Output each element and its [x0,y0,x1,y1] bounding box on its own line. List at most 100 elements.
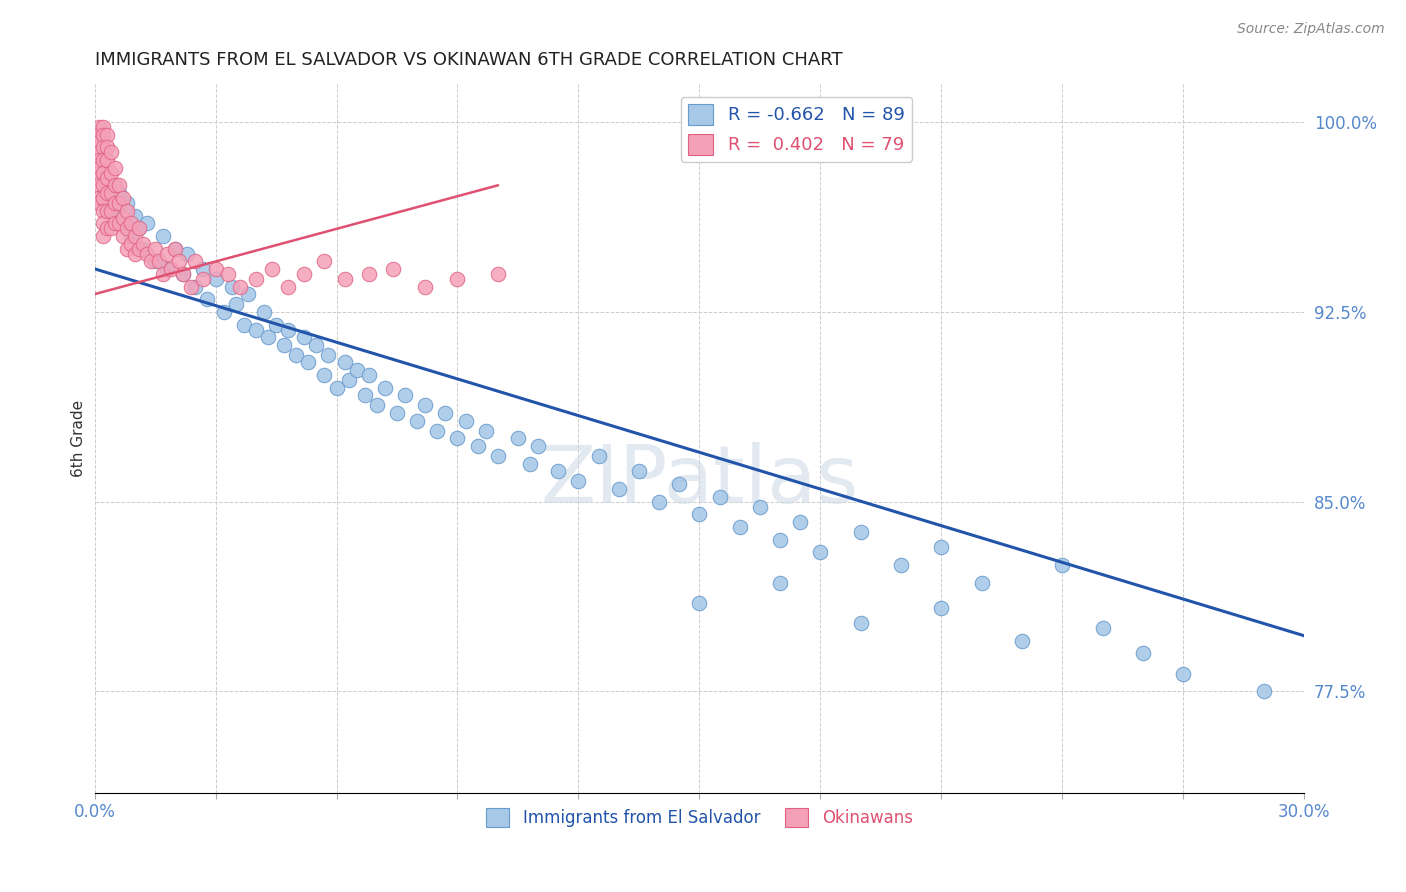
Point [285,348,308,362]
Point [204,261,226,276]
Point [357,368,380,383]
Point [394,388,416,402]
Point [107,196,129,211]
Point [931,540,953,554]
Point [111,216,134,230]
Point [527,439,550,453]
Point [406,414,429,428]
Point [100,196,122,211]
Point [381,261,404,276]
Point [87,191,110,205]
Point [305,338,328,352]
Point [87,178,110,193]
Point [87,120,110,135]
Point [357,267,380,281]
Point [128,221,150,235]
Point [100,186,122,200]
Point [728,520,751,534]
Point [87,153,110,167]
Point [890,558,912,572]
Point [96,140,118,154]
Point [567,475,589,489]
Point [160,261,183,276]
Point [91,120,114,135]
Point [96,153,118,167]
Point [426,424,449,438]
Point [229,279,252,293]
Point [260,261,283,276]
Point [486,267,509,281]
Point [96,170,118,185]
Point [184,279,207,293]
Point [104,161,127,175]
Point [115,242,138,256]
Point [136,246,159,260]
Point [111,211,134,226]
Point [385,406,408,420]
Point [91,203,114,218]
Text: IMMIGRANTS FROM EL SALVADOR VS OKINAWAN 6TH GRADE CORRELATION CHART: IMMIGRANTS FROM EL SALVADOR VS OKINAWAN … [94,51,842,69]
Point [486,449,509,463]
Point [91,178,114,193]
Point [180,279,202,293]
Point [91,191,114,205]
Point [136,216,159,230]
Point [165,242,187,256]
Point [104,196,127,211]
Point [789,515,811,529]
Point [627,464,650,478]
Legend: Immigrants from El Salvador, Okinawans: Immigrants from El Salvador, Okinawans [479,801,920,834]
Point [193,261,215,276]
Point [688,596,710,610]
Point [970,575,993,590]
Point [115,221,138,235]
Point [193,272,215,286]
Point [132,236,155,251]
Point [139,254,162,268]
Point [132,242,155,256]
Point [273,338,295,352]
Point [115,203,138,218]
Point [257,330,280,344]
Point [434,406,457,420]
Point [236,287,259,301]
Point [100,166,122,180]
Point [1052,558,1074,572]
Point [588,449,610,463]
Point [115,196,138,211]
Point [96,128,118,142]
Point [96,186,118,200]
Point [156,246,179,260]
Text: Source: ZipAtlas.com: Source: ZipAtlas.com [1237,22,1385,37]
Point [165,242,187,256]
Point [225,297,247,311]
Point [474,424,496,438]
Point [217,267,239,281]
Point [264,318,287,332]
Point [454,414,477,428]
Point [87,161,110,175]
Point [107,178,129,193]
Point [374,381,396,395]
Point [769,575,792,590]
Point [111,229,134,244]
Point [292,267,315,281]
Point [245,322,267,336]
Point [413,399,436,413]
Point [128,221,150,235]
Point [96,203,118,218]
Point [120,216,142,230]
Point [91,166,114,180]
Point [96,221,118,235]
Point [87,196,110,211]
Point [87,170,110,185]
Point [96,178,118,193]
Point [849,524,872,539]
Point [100,221,122,235]
Point [87,136,110,150]
Point [668,477,690,491]
Point [107,216,129,230]
Point [91,128,114,142]
Point [808,545,831,559]
Point [297,355,319,369]
